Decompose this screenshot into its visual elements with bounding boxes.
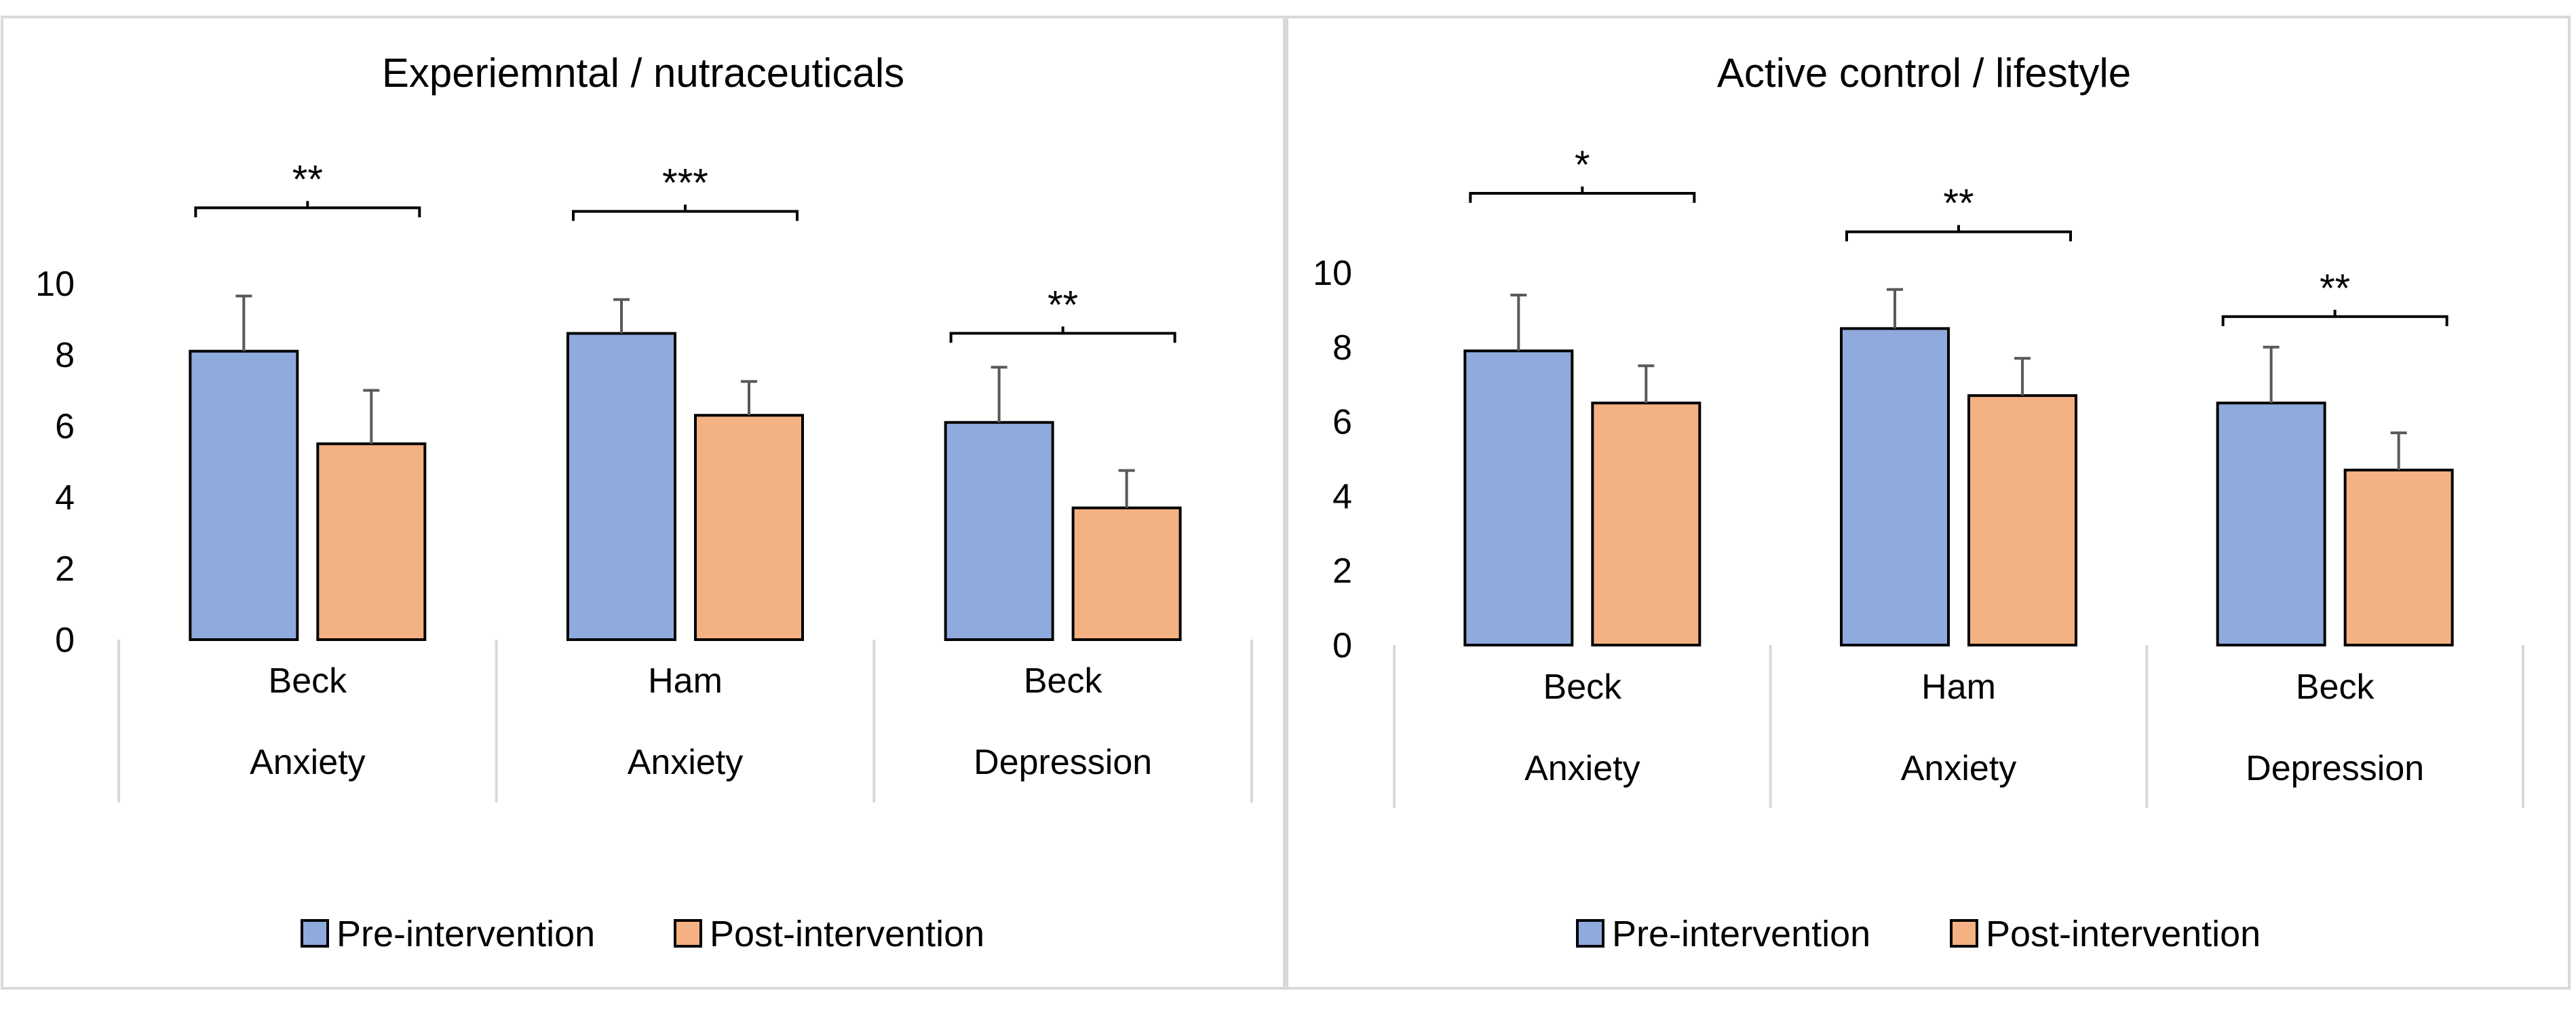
legend-swatch-pre bbox=[301, 919, 329, 948]
category-label: Ham bbox=[648, 661, 723, 701]
legend-swatch-post bbox=[1950, 919, 1978, 948]
y-tick-label: 8 bbox=[55, 336, 75, 375]
legend-swatch-pre bbox=[1576, 919, 1604, 948]
x-axis-categories: Beck Anxiety Ham Anxiety Beck Depression bbox=[1524, 667, 2424, 788]
y-tick-label: 10 bbox=[1313, 254, 1352, 293]
bar-post bbox=[694, 414, 804, 641]
plot-area bbox=[1393, 186, 2524, 808]
plot-area bbox=[117, 201, 1253, 802]
significance-markers: ** *** ** bbox=[292, 157, 1078, 327]
y-axis: 0 2 4 6 8 10 bbox=[35, 265, 75, 660]
significance-bracket bbox=[1469, 186, 1696, 203]
significance-label: ** bbox=[1943, 182, 1974, 226]
y-tick-label: 4 bbox=[55, 478, 75, 518]
y-tick-label: 0 bbox=[1332, 626, 1352, 665]
bar-post bbox=[1591, 402, 1702, 647]
bar-post bbox=[316, 442, 427, 641]
category-label: Depression bbox=[2246, 749, 2424, 788]
legend-label-post: Post-intervention bbox=[710, 914, 984, 954]
y-tick-label: 10 bbox=[35, 265, 75, 304]
chart-panel-nutraceuticals: Experiemntal / nutraceuticals 0 2 4 6 8 … bbox=[1, 16, 1286, 990]
significance-bracket bbox=[1845, 225, 2072, 241]
bar-post bbox=[2343, 468, 2454, 646]
y-tick-label: 4 bbox=[1332, 477, 1352, 516]
significance-label: *** bbox=[662, 161, 708, 206]
y-tick-label: 8 bbox=[1332, 328, 1352, 368]
significance-label: ** bbox=[2320, 267, 2350, 311]
y-tick-label: 0 bbox=[55, 621, 75, 660]
significance-markers: * ** ** bbox=[1575, 143, 2350, 311]
category-label: Anxiety bbox=[628, 743, 744, 782]
y-axis: 0 2 4 6 8 10 bbox=[1313, 254, 1352, 665]
category-label: Ham bbox=[1921, 667, 1996, 707]
category-label: Beck bbox=[1024, 661, 1103, 701]
y-tick-label: 6 bbox=[55, 407, 75, 446]
bar-pre bbox=[1840, 327, 1950, 646]
significance-bracket bbox=[194, 201, 421, 218]
bar-pre bbox=[189, 349, 299, 641]
category-label: Anxiety bbox=[250, 743, 366, 782]
bar-post bbox=[1967, 394, 2077, 646]
bar-pre bbox=[2216, 402, 2326, 647]
legend: Pre-intervention Post-intervention bbox=[1576, 914, 2261, 954]
significance-label: ** bbox=[292, 157, 323, 201]
chart-panel-lifestyle: Active control / lifestyle 0 2 4 6 8 10 … bbox=[1286, 16, 2571, 990]
y-tick-label: 2 bbox=[1332, 551, 1352, 591]
significance-bracket bbox=[949, 326, 1176, 343]
legend-label-pre: Pre-intervention bbox=[337, 914, 595, 954]
category-label: Anxiety bbox=[1524, 749, 1640, 788]
bar-pre bbox=[566, 332, 676, 641]
bar-pre bbox=[1463, 349, 1574, 646]
significance-bracket bbox=[572, 204, 799, 221]
bar-post bbox=[1071, 506, 1182, 641]
significance-label: * bbox=[1575, 143, 1590, 187]
bar-pre bbox=[944, 421, 1054, 641]
category-label: Anxiety bbox=[1901, 749, 2017, 788]
category-label: Beck bbox=[1543, 667, 1623, 707]
chart-title: Experiemntal / nutraceuticals bbox=[382, 50, 904, 96]
category-label: Beck bbox=[269, 661, 348, 701]
y-tick-label: 6 bbox=[1332, 403, 1352, 442]
chart-title: Active control / lifestyle bbox=[1717, 50, 2131, 96]
legend-label-post: Post-intervention bbox=[1986, 914, 2261, 954]
legend-label-pre: Pre-intervention bbox=[1612, 914, 1870, 954]
category-label: Depression bbox=[974, 743, 1152, 782]
category-label: Beck bbox=[2296, 667, 2375, 707]
legend: Pre-intervention Post-intervention bbox=[301, 914, 984, 954]
x-axis-categories: Beck Anxiety Ham Anxiety Beck Depression bbox=[250, 661, 1152, 782]
y-tick-label: 2 bbox=[55, 549, 75, 589]
legend-swatch-post bbox=[674, 919, 702, 948]
significance-bracket bbox=[2221, 309, 2448, 326]
significance-label: ** bbox=[1047, 283, 1078, 327]
